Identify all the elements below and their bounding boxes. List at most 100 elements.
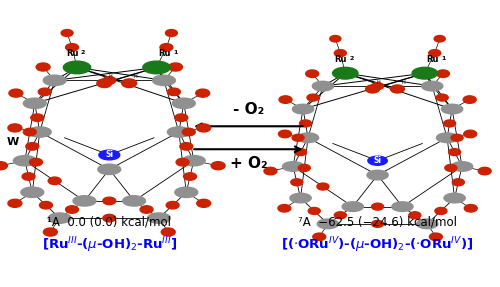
Circle shape: [390, 85, 404, 93]
Text: [($\cdot$ORu$^{IV}$)-($\mu$-OH)$_2$-($\cdot$ORu$^{IV}$)]: [($\cdot$ORu$^{IV}$)-($\mu$-OH)$_2$-($\c…: [282, 236, 474, 255]
Ellipse shape: [99, 150, 119, 160]
Ellipse shape: [21, 187, 44, 197]
Text: 2: 2: [350, 56, 354, 61]
Circle shape: [8, 199, 22, 207]
Circle shape: [445, 164, 457, 171]
Text: ¹A  0.0 (0.0) kcal/mol: ¹A 0.0 (0.0) kcal/mol: [48, 216, 172, 229]
Circle shape: [278, 205, 291, 212]
Circle shape: [175, 114, 188, 121]
Ellipse shape: [175, 187, 198, 197]
Text: [Ru$^{III}$-($\mu$-OH)$_2$-Ru$^{III}$]: [Ru$^{III}$-($\mu$-OH)$_2$-Ru$^{III}$]: [42, 236, 177, 255]
Ellipse shape: [442, 104, 462, 114]
Circle shape: [211, 162, 225, 170]
Ellipse shape: [367, 170, 388, 180]
Circle shape: [103, 77, 116, 84]
Circle shape: [430, 233, 442, 241]
Circle shape: [294, 149, 306, 156]
Circle shape: [279, 96, 292, 103]
Ellipse shape: [298, 133, 318, 143]
Circle shape: [452, 179, 464, 186]
Ellipse shape: [168, 127, 190, 137]
Ellipse shape: [392, 202, 413, 212]
Ellipse shape: [444, 193, 465, 203]
Circle shape: [292, 134, 304, 141]
Ellipse shape: [368, 156, 388, 165]
Circle shape: [317, 183, 329, 190]
Ellipse shape: [24, 98, 46, 108]
Circle shape: [30, 158, 43, 166]
Ellipse shape: [292, 104, 314, 114]
Circle shape: [160, 44, 173, 51]
Text: Ru: Ru: [334, 55, 347, 64]
Text: Ru: Ru: [66, 49, 78, 58]
Ellipse shape: [422, 81, 443, 91]
Circle shape: [197, 199, 210, 207]
Circle shape: [182, 128, 195, 136]
Circle shape: [0, 162, 8, 170]
Circle shape: [22, 173, 35, 180]
Ellipse shape: [172, 98, 195, 108]
Ellipse shape: [452, 162, 472, 171]
Circle shape: [434, 36, 445, 42]
Text: ⁷A  −62.5 (−24.6) kcal/mol: ⁷A −62.5 (−24.6) kcal/mol: [298, 216, 457, 229]
Text: H: H: [134, 74, 137, 79]
Text: 1: 1: [173, 50, 178, 55]
Text: H: H: [376, 80, 380, 85]
Circle shape: [61, 30, 73, 36]
Circle shape: [463, 96, 476, 103]
Circle shape: [428, 50, 440, 57]
Circle shape: [278, 130, 291, 138]
Ellipse shape: [43, 75, 66, 86]
Circle shape: [48, 177, 61, 185]
Circle shape: [409, 212, 421, 219]
Circle shape: [162, 228, 175, 236]
Circle shape: [464, 205, 477, 212]
Circle shape: [196, 124, 210, 132]
Circle shape: [196, 89, 209, 97]
Circle shape: [8, 124, 22, 132]
Circle shape: [478, 167, 491, 175]
Ellipse shape: [143, 61, 170, 74]
Circle shape: [307, 94, 319, 101]
Circle shape: [298, 164, 310, 171]
Circle shape: [366, 85, 380, 93]
Circle shape: [300, 120, 312, 127]
Text: - O₂: - O₂: [233, 102, 264, 117]
Circle shape: [184, 173, 196, 180]
Ellipse shape: [436, 133, 458, 143]
Circle shape: [291, 179, 303, 186]
Ellipse shape: [290, 193, 311, 203]
Ellipse shape: [148, 213, 171, 223]
Circle shape: [464, 130, 476, 138]
Circle shape: [435, 208, 447, 214]
Circle shape: [36, 63, 50, 71]
Circle shape: [66, 206, 78, 213]
Circle shape: [26, 143, 39, 150]
Ellipse shape: [342, 202, 363, 212]
Text: W: W: [6, 137, 18, 147]
Text: 2: 2: [81, 50, 86, 55]
Circle shape: [444, 120, 456, 127]
Ellipse shape: [412, 67, 438, 79]
Ellipse shape: [318, 219, 338, 229]
Circle shape: [176, 158, 189, 166]
Text: Ru: Ru: [158, 49, 170, 58]
Circle shape: [122, 79, 136, 88]
Circle shape: [103, 214, 116, 222]
Circle shape: [97, 79, 112, 88]
Ellipse shape: [98, 164, 120, 174]
Ellipse shape: [64, 61, 90, 74]
Text: H: H: [402, 80, 406, 85]
Ellipse shape: [416, 219, 438, 229]
Text: Ru: Ru: [426, 55, 439, 64]
Ellipse shape: [312, 81, 334, 91]
Circle shape: [40, 201, 52, 209]
Circle shape: [44, 228, 58, 236]
Circle shape: [31, 114, 44, 121]
Circle shape: [451, 134, 463, 141]
Circle shape: [436, 94, 448, 101]
Circle shape: [372, 220, 384, 227]
Ellipse shape: [28, 127, 51, 137]
Circle shape: [334, 212, 346, 219]
Circle shape: [166, 201, 179, 209]
